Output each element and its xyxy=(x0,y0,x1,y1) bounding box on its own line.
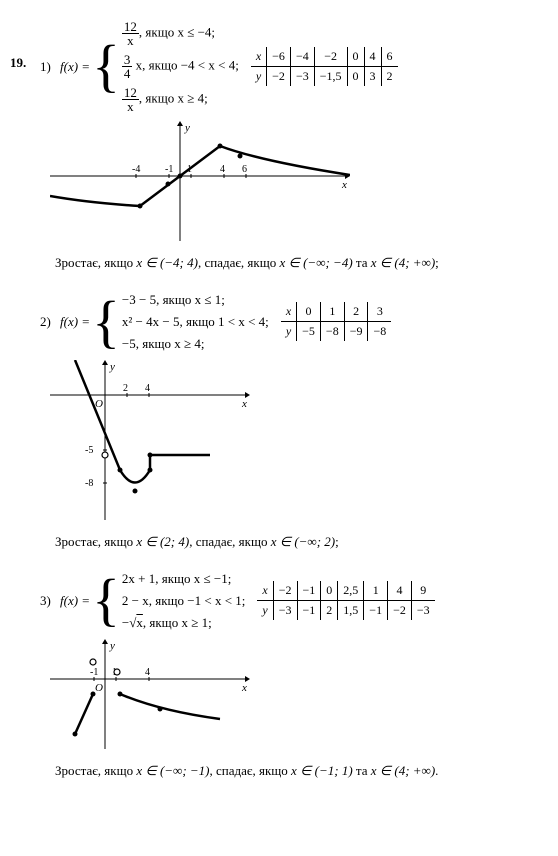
svg-text:-1: -1 xyxy=(90,667,98,678)
description: Зростає, якщо x ∈ (−∞; −1), спадає, якщо… xyxy=(55,761,548,782)
svg-text:-4: -4 xyxy=(132,164,140,175)
value-table: x−2−102,5149y−3−121,5−1−2−3 xyxy=(257,581,434,620)
item-label: 2) xyxy=(40,314,60,330)
problem-item: 2) f(x) = {−3 − 5, якщо x ≤ 1;x² − 4x − … xyxy=(10,292,548,352)
piecewise-def: f(x) = {−3 − 5, якщо x ≤ 1;x² − 4x − 5, … xyxy=(60,292,269,352)
svg-text:O: O xyxy=(95,682,103,694)
problem-item: 3) f(x) = {2x + 1, якщо x ≤ −1;2 − x, як… xyxy=(10,571,548,631)
problem-item: 19.1) f(x) = {12x, якщо x ≤ −4;34 x, якщ… xyxy=(10,20,548,113)
svg-text:y: y xyxy=(184,122,190,134)
svg-text:-5: -5 xyxy=(85,445,93,456)
description: Зростає, якщо x ∈ (2; 4), спадає, якщо x… xyxy=(55,532,548,553)
svg-text:-8: -8 xyxy=(85,478,93,489)
graph: xyO-114 xyxy=(50,639,250,749)
svg-text:y: y xyxy=(109,640,115,652)
piecewise-def: f(x) = {12x, якщо x ≤ −4;34 x, якщо −4 <… xyxy=(60,20,239,113)
svg-text:y: y xyxy=(109,361,115,373)
item-label: 3) xyxy=(40,593,60,609)
graph: xy-4-1146 xyxy=(50,121,350,241)
piecewise-def: f(x) = {2x + 1, якщо x ≤ −1;2 − x, якщо … xyxy=(60,571,245,631)
svg-text:6: 6 xyxy=(242,164,247,175)
svg-text:O: O xyxy=(95,398,103,410)
value-table: x0123y−5−8−9−8 xyxy=(281,302,391,341)
svg-text:2: 2 xyxy=(123,383,128,394)
svg-text:4: 4 xyxy=(220,164,225,175)
svg-text:4: 4 xyxy=(145,383,150,394)
value-table: x−6−4−2046y−2−3−1,5032 xyxy=(251,47,398,86)
svg-text:x: x xyxy=(241,398,247,410)
graph: x y O 2 4 -5 -8 xyxy=(50,360,250,520)
svg-text:x: x xyxy=(241,682,247,694)
problem-number: 19. xyxy=(10,55,40,71)
svg-text:-1: -1 xyxy=(165,164,173,175)
svg-text:x: x xyxy=(341,179,347,191)
svg-text:4: 4 xyxy=(145,667,150,678)
item-label: 1) xyxy=(40,59,60,75)
description: Зростає, якщо x ∈ (−4; 4), спадає, якщо … xyxy=(55,253,548,274)
